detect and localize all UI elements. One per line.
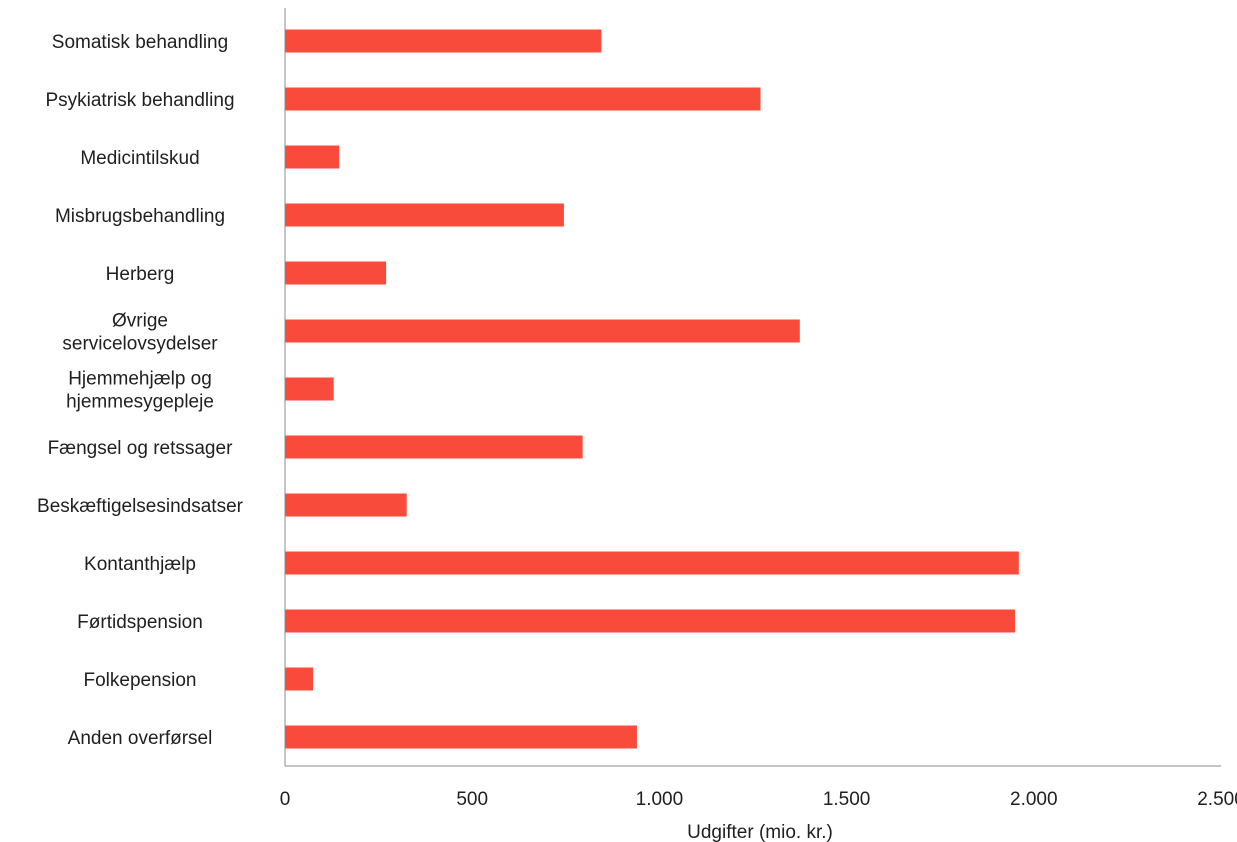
category-label: Øvrige servicelovsydelser (62, 311, 218, 355)
x-tick-label: 2.500 (1197, 789, 1237, 810)
category-label: Misbrugsbehandling (55, 206, 225, 227)
category-label: Somatisk behandling (52, 32, 228, 53)
category-label: Beskæftigelsesindsatser (37, 496, 244, 517)
bar (285, 493, 407, 517)
category-label: Medicintilskud (80, 148, 199, 169)
bar (285, 29, 602, 53)
bar (285, 435, 583, 459)
category-label: Folkepension (83, 670, 196, 691)
category-label: Fængsel og retssager (48, 438, 233, 459)
category-label: Psykiatrisk behandling (45, 90, 234, 111)
bar (285, 377, 334, 401)
category-label: Anden overførsel (68, 728, 213, 749)
bar (285, 203, 564, 227)
bar (285, 145, 340, 169)
x-tick-label: 1.000 (636, 789, 684, 810)
bar (285, 609, 1016, 633)
x-axis-title: Udgifter (mio. kr.) (687, 822, 833, 842)
x-tick-labels: 0 500 1.000 1.500 2.000 2.500 (280, 789, 1237, 810)
bar (285, 261, 387, 285)
x-tick-label: 2.000 (1010, 789, 1058, 810)
bars-group (285, 29, 1019, 749)
x-tick-label: 0 (280, 789, 291, 810)
category-label: Førtidspension (77, 612, 203, 633)
category-label: Hjemmehjælp og hjemmesygepleje (66, 369, 214, 413)
category-labels: Somatisk behandling Psykiatrisk behandlin… (37, 32, 244, 749)
category-label: Herberg (106, 264, 175, 285)
bar (285, 87, 761, 111)
x-tick-label: 500 (456, 789, 488, 810)
bar (285, 667, 314, 691)
category-label: Kontanthjælp (84, 554, 196, 575)
bar (285, 551, 1019, 575)
bar (285, 319, 800, 343)
x-tick-label: 1.500 (823, 789, 871, 810)
bar (285, 725, 637, 749)
